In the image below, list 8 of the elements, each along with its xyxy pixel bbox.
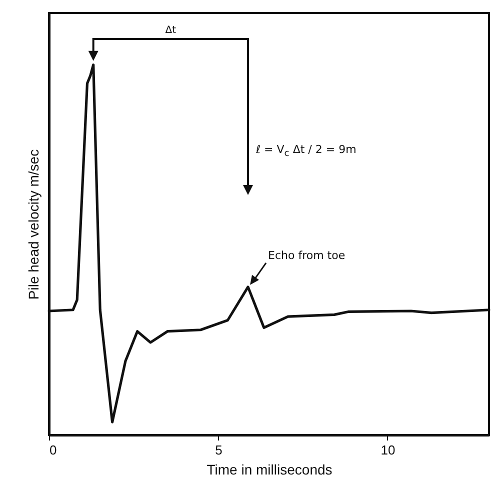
text: Δt <box>165 25 176 36</box>
x-tick-label: 0 <box>50 442 57 458</box>
x-tick-label: 10 <box>380 442 396 458</box>
x-axis-title: Time in milliseconds <box>206 462 332 478</box>
annotation: Echo from toe <box>268 248 346 262</box>
y-axis-title: Pile head velocity m/sec <box>26 149 42 300</box>
x-tick-label: 5 <box>215 442 222 458</box>
annotation: ℓ = V$_{c}$ Δt / 2 = 9m <box>256 143 356 160</box>
